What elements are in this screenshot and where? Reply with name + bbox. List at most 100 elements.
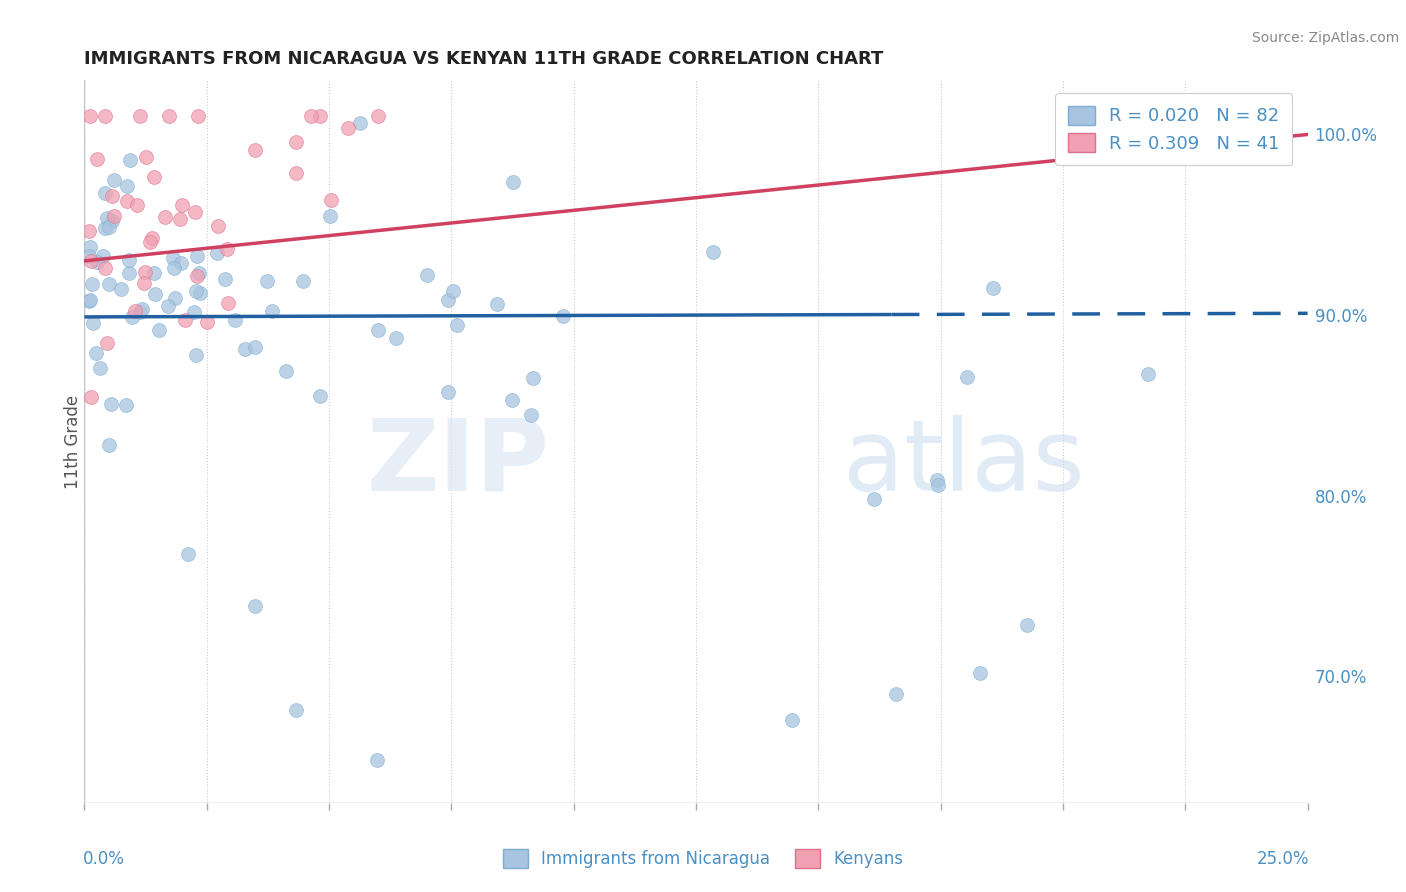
Point xyxy=(157,109,180,123)
Point xyxy=(385,330,408,344)
Point xyxy=(276,364,298,378)
Point xyxy=(132,277,155,291)
Point xyxy=(156,299,179,313)
Point xyxy=(82,317,104,331)
Point xyxy=(291,274,314,288)
Text: Source: ZipAtlas.com: Source: ZipAtlas.com xyxy=(1251,31,1399,45)
Point xyxy=(441,284,464,298)
Point xyxy=(367,323,389,337)
Point xyxy=(77,293,100,308)
Point xyxy=(165,291,187,305)
Point xyxy=(243,143,266,157)
Point xyxy=(127,198,149,212)
Point xyxy=(285,165,308,179)
Point xyxy=(115,398,138,412)
Point xyxy=(80,390,103,404)
Point xyxy=(925,473,948,487)
Point xyxy=(80,277,103,291)
Point xyxy=(1015,618,1038,632)
Y-axis label: 11th Grade: 11th Grade xyxy=(65,394,82,489)
Point xyxy=(436,385,458,400)
Legend: Immigrants from Nicaragua, Kenyans: Immigrants from Nicaragua, Kenyans xyxy=(496,843,910,875)
Point xyxy=(321,194,343,208)
Point xyxy=(162,251,184,265)
Point xyxy=(110,282,132,296)
Point xyxy=(134,265,156,279)
Point xyxy=(184,284,207,298)
Point xyxy=(981,281,1004,295)
Point xyxy=(129,109,152,123)
Point xyxy=(437,293,460,307)
Point xyxy=(77,249,100,263)
Point xyxy=(284,135,307,149)
Point xyxy=(84,346,107,360)
Point xyxy=(309,109,332,123)
Point xyxy=(256,274,278,288)
Point xyxy=(94,109,117,123)
Point xyxy=(235,342,257,356)
Point xyxy=(143,169,166,184)
Point xyxy=(1150,128,1173,142)
Point xyxy=(184,205,207,219)
Point xyxy=(86,255,108,269)
Point xyxy=(217,295,239,310)
Point xyxy=(299,109,322,123)
Point xyxy=(98,277,121,291)
Point xyxy=(86,152,108,166)
Point xyxy=(243,340,266,354)
Point xyxy=(186,268,208,283)
Point xyxy=(97,437,120,451)
Point xyxy=(309,389,332,403)
Point xyxy=(1136,367,1159,381)
Point xyxy=(124,303,146,318)
Point xyxy=(522,370,544,384)
Point xyxy=(118,153,141,167)
Point xyxy=(184,348,207,362)
Legend: R = 0.020   N = 82, R = 0.309   N = 41: R = 0.020 N = 82, R = 0.309 N = 41 xyxy=(1056,93,1292,165)
Point xyxy=(173,313,195,327)
Point xyxy=(115,194,138,208)
Point xyxy=(93,261,115,276)
Point xyxy=(217,242,239,256)
Point xyxy=(143,286,166,301)
Point xyxy=(319,209,342,223)
Point xyxy=(115,178,138,193)
Point xyxy=(284,702,307,716)
Point xyxy=(349,116,371,130)
Point xyxy=(176,547,198,561)
Point xyxy=(118,267,141,281)
Point xyxy=(780,713,803,727)
Text: 0.0%: 0.0% xyxy=(83,850,125,868)
Point xyxy=(551,309,574,323)
Point xyxy=(148,323,170,337)
Point xyxy=(262,303,284,318)
Point xyxy=(153,210,176,224)
Point xyxy=(77,224,100,238)
Point xyxy=(501,393,523,408)
Point xyxy=(195,315,218,329)
Point xyxy=(214,271,236,285)
Point xyxy=(118,253,141,268)
Point xyxy=(207,246,229,260)
Point xyxy=(135,150,157,164)
Text: IMMIGRANTS FROM NICARAGUA VS KENYAN 11TH GRADE CORRELATION CHART: IMMIGRANTS FROM NICARAGUA VS KENYAN 11TH… xyxy=(84,50,884,68)
Point xyxy=(79,293,101,307)
Point xyxy=(89,361,111,376)
Point xyxy=(927,478,949,492)
Point xyxy=(187,109,209,123)
Point xyxy=(141,231,163,245)
Point xyxy=(96,335,118,350)
Point xyxy=(969,665,991,680)
Point xyxy=(79,109,101,123)
Point xyxy=(207,219,229,233)
Text: atlas: atlas xyxy=(842,415,1084,512)
Point xyxy=(142,266,165,280)
Point xyxy=(121,310,143,325)
Point xyxy=(186,249,208,263)
Point xyxy=(96,211,118,225)
Point xyxy=(94,220,117,235)
Point xyxy=(416,268,439,282)
Point xyxy=(243,599,266,613)
Point xyxy=(129,304,152,318)
Point xyxy=(100,214,122,228)
